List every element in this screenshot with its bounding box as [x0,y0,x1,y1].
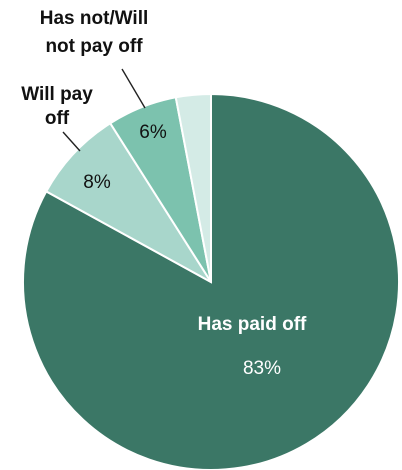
pie-slice-4 [174,92,212,283]
label-not-pay-off-line1: Has not/Will [40,8,149,29]
label-will-pay-off-line2: off [45,108,70,129]
pie-slice-2 [44,121,212,283]
pie-slices [22,92,400,470]
label-not-pay-off-line2: not pay off [45,36,143,57]
leader-line-not-pay-off [121,68,146,109]
leader-line-will-pay-off [62,131,81,152]
label-has-paid-off: Has paid off [198,314,307,335]
value-will-pay-off: 8% [83,172,111,193]
label-will-pay-off-line1: Will pay [21,84,93,105]
value-not-pay-off: 6% [139,122,167,143]
value-has-paid-off: 83% [243,358,281,379]
